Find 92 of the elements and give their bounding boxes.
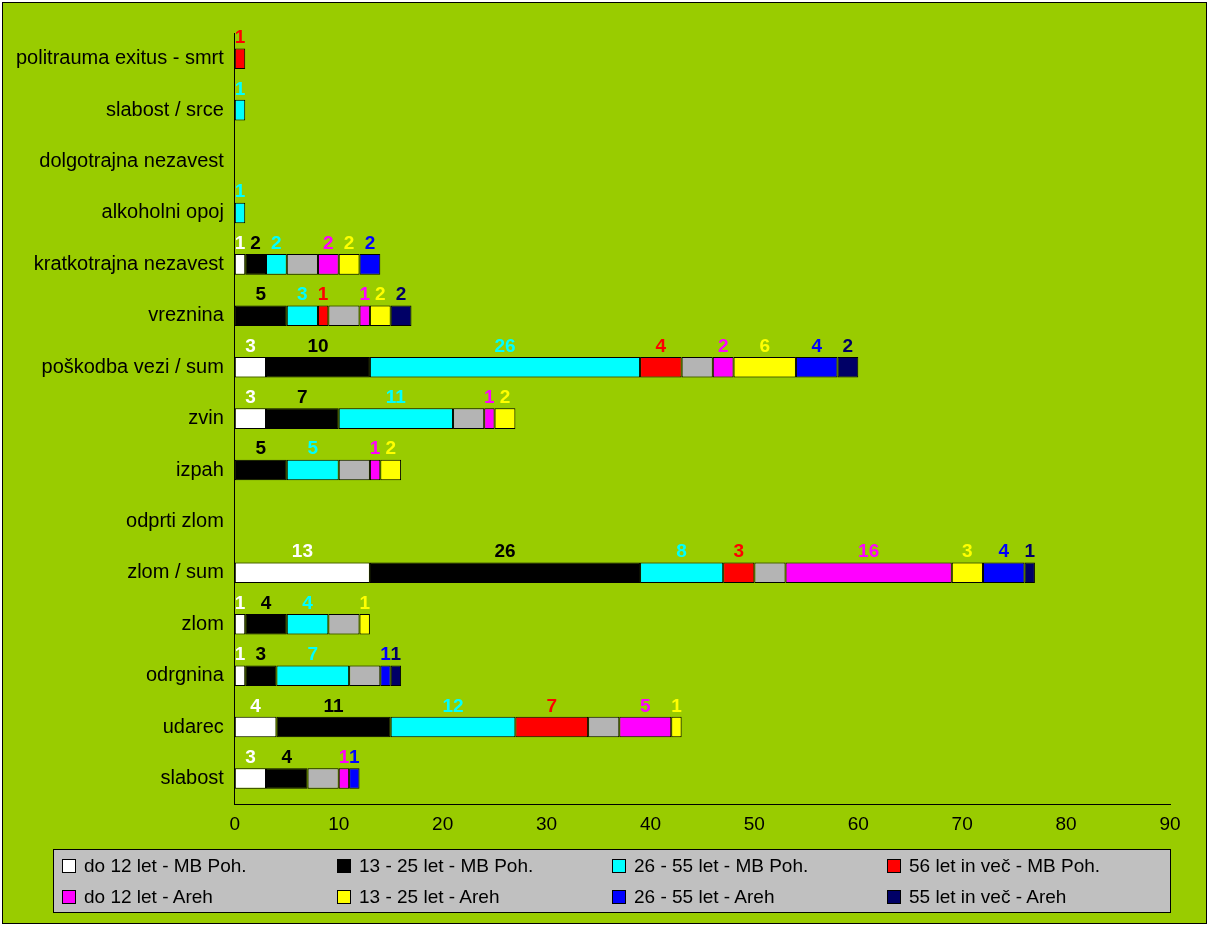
data-label: 7 xyxy=(307,643,319,665)
y-tick-label: kratkotrajna nezavest xyxy=(33,251,225,274)
y-tick-label: izpah xyxy=(176,457,224,480)
data-label: 1 xyxy=(390,643,402,665)
legend-label: 13 - 25 let - MB Poh. xyxy=(359,854,534,877)
y-tick-label: slabost xyxy=(160,766,225,789)
x-tick-label: 30 xyxy=(535,812,558,834)
data-label: 1 xyxy=(380,643,392,665)
data-label: 1 xyxy=(234,643,246,665)
data-label: 3 xyxy=(245,386,256,408)
data-label: 1 xyxy=(234,77,246,99)
data-label: 4 xyxy=(998,540,1010,562)
y-tick-label: alkoholni opoj xyxy=(101,200,224,223)
data-label: 11 xyxy=(385,386,407,408)
data-label: 2 xyxy=(385,437,396,459)
x-tick-label: 20 xyxy=(432,812,454,834)
data-label: 2 xyxy=(323,231,334,253)
data-label: 3 xyxy=(255,643,267,665)
data-label: 7 xyxy=(297,386,308,408)
data-label: 1 xyxy=(234,26,246,48)
data-label: 2 xyxy=(250,231,261,253)
data-label: 5 xyxy=(255,283,267,305)
data-label: 1 xyxy=(1024,540,1036,562)
data-label: 3 xyxy=(962,540,973,562)
data-label: 3 xyxy=(733,540,745,562)
legend-label: 26 - 55 let - Areh xyxy=(634,885,775,908)
data-label: 2 xyxy=(364,231,376,253)
data-label: 1 xyxy=(234,591,246,613)
data-label: 2 xyxy=(343,231,355,253)
data-label: 4 xyxy=(655,334,667,356)
data-label: 4 xyxy=(302,591,314,613)
data-label: 2 xyxy=(375,283,386,305)
data-label: 1 xyxy=(349,745,361,767)
data-label: 12 xyxy=(442,694,464,716)
data-label: 5 xyxy=(639,694,651,716)
x-tick-label: 10 xyxy=(328,812,350,834)
legend-label: 56 let in več - MB Poh. xyxy=(909,854,1101,877)
data-label: 1 xyxy=(369,437,381,459)
data-label: 16 xyxy=(858,540,880,562)
x-tick-label: 70 xyxy=(951,812,973,834)
data-label: 2 xyxy=(842,334,854,356)
data-label: 8 xyxy=(676,540,687,562)
y-tick-label: slabost / srce xyxy=(106,97,224,120)
data-label: 1 xyxy=(317,283,329,305)
data-label: 6 xyxy=(759,334,771,356)
y-tick-label: zlom xyxy=(181,611,224,634)
x-tick-label: 60 xyxy=(847,812,869,834)
legend-label: do 12 let - MB Poh. xyxy=(84,854,247,877)
legend-label: 13 - 25 let - Areh xyxy=(359,885,500,908)
data-label: 4 xyxy=(260,591,272,613)
data-label: 11 xyxy=(323,694,345,716)
legend-label: 26 - 55 let - MB Poh. xyxy=(634,854,809,877)
data-label: 2 xyxy=(717,334,729,356)
y-tick-label: dolgotrajna nezavest xyxy=(39,149,225,172)
data-label: 2 xyxy=(395,283,407,305)
x-tick-label: 80 xyxy=(1055,812,1077,834)
data-label: 1 xyxy=(359,283,371,305)
y-tick-label: zvin xyxy=(188,406,224,429)
data-label: 26 xyxy=(494,540,516,562)
y-tick-label: odrgnina xyxy=(145,663,225,686)
legend-label: 55 let in več - Areh xyxy=(909,885,1067,908)
data-label: 1 xyxy=(234,231,246,253)
data-label: 7 xyxy=(546,694,558,716)
data-label: 4 xyxy=(281,745,293,767)
y-tick-label: udarec xyxy=(162,714,224,737)
data-label: 1 xyxy=(484,386,496,408)
data-label: 10 xyxy=(307,334,329,356)
data-label: 13 xyxy=(291,540,313,562)
data-label: 4 xyxy=(250,694,262,716)
data-label: 3 xyxy=(297,283,308,305)
legend-label: do 12 let - Areh xyxy=(84,885,213,908)
x-tick-label: 90 xyxy=(1159,812,1181,834)
data-label: 3 xyxy=(245,745,256,767)
data-label: 5 xyxy=(255,437,267,459)
x-tick-label: 40 xyxy=(639,812,662,834)
data-label: 2 xyxy=(271,231,282,253)
x-tick-label: 50 xyxy=(743,812,765,834)
data-label: 2 xyxy=(499,386,511,408)
data-label: 1 xyxy=(359,591,371,613)
y-tick-label: zlom / sum xyxy=(127,560,224,583)
data-label: 3 xyxy=(245,334,256,356)
data-label: 5 xyxy=(307,437,319,459)
y-tick-label: politrauma exitus - smrt xyxy=(15,46,225,69)
y-tick-label: poškodba vezi / sum xyxy=(41,354,224,377)
x-tick-label: 0 xyxy=(229,812,241,834)
data-label: 4 xyxy=(811,334,823,356)
data-label: 1 xyxy=(671,694,683,716)
data-label: 1 xyxy=(234,180,246,202)
y-tick-label: vreznina xyxy=(148,303,225,326)
data-label: 1 xyxy=(338,745,350,767)
y-tick-label: odprti zlom xyxy=(126,508,224,531)
data-label: 26 xyxy=(494,334,516,356)
